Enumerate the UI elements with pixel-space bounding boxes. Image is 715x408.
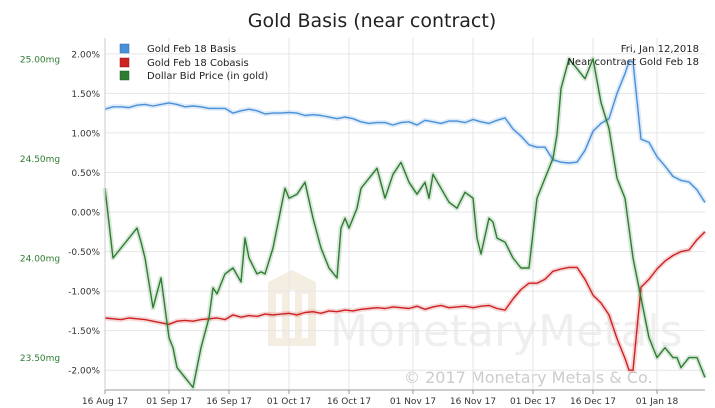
y-tick-label-left: 0.50% bbox=[71, 169, 100, 179]
y-tick-label-right: 24.00mg bbox=[20, 255, 60, 265]
x-tick-label: 16 Aug 17 bbox=[82, 397, 128, 407]
plot-area bbox=[102, 56, 708, 390]
y-tick-label-right: 23.50mg bbox=[20, 354, 60, 364]
x-tick-label: 01 Oct 17 bbox=[267, 397, 311, 407]
y-tick-label-left: 0.00% bbox=[71, 209, 100, 219]
series-glow-basis bbox=[104, 59, 708, 204]
x-tick-label: 16 Sep 17 bbox=[206, 397, 252, 407]
y-tick-label-right: 25.00mg bbox=[20, 55, 60, 65]
y-tick-label-left: 1.50% bbox=[71, 90, 100, 100]
legend-swatch-basis bbox=[119, 43, 130, 54]
y-tick-label-left: -1.00% bbox=[68, 288, 100, 298]
annotation-date: Fri, Jan 12,2018 bbox=[621, 44, 699, 55]
watermark-brand: MonetaryMetals bbox=[330, 306, 683, 357]
y-tick-label-left: -2.00% bbox=[68, 367, 100, 377]
legend-item-basis[interactable]: Gold Feb 18 Basis bbox=[119, 43, 236, 55]
legend-label-cobasis: Gold Feb 18 Cobasis bbox=[147, 58, 249, 69]
y-tick-label-left: 1.00% bbox=[71, 129, 100, 139]
y-tick-label-left: -0.50% bbox=[68, 248, 100, 258]
legend-item-dollar[interactable]: Dollar Bid Price (in gold) bbox=[119, 70, 268, 82]
y-tick-label-left: 2.00% bbox=[71, 50, 100, 60]
grid bbox=[104, 38, 705, 390]
annotation-contract: Near contract Gold Feb 18 bbox=[567, 57, 699, 68]
series-line-basis[interactable] bbox=[104, 61, 706, 203]
legend-label-basis: Gold Feb 18 Basis bbox=[147, 44, 236, 55]
legend-item-cobasis[interactable]: Gold Feb 18 Cobasis bbox=[119, 57, 249, 69]
x-tick-label: 16 Oct 17 bbox=[327, 397, 371, 407]
legend-swatch-cobasis bbox=[119, 57, 130, 68]
x-tick-label: 01 Dec 17 bbox=[510, 397, 556, 407]
x-tick-label: 16 Nov 17 bbox=[450, 397, 496, 407]
x-tick-label: 01 Nov 17 bbox=[390, 397, 436, 407]
series-line-cobasis[interactable] bbox=[104, 231, 706, 371]
legend-swatch-dollar bbox=[119, 70, 130, 81]
x-tick-label: 16 Dec 17 bbox=[570, 397, 616, 407]
watermark-copyright: © 2017 Monetary Metals & Co. bbox=[404, 368, 653, 387]
x-tick-label: 01 Sep 17 bbox=[146, 397, 192, 407]
legend: Gold Feb 18 Basis Gold Feb 18 Cobasis Do… bbox=[119, 43, 268, 82]
x-tick-label: 01 Jan 18 bbox=[636, 397, 679, 407]
axes: 2.00% 1.50% 1.00% 0.50% 0.00% -0.50% -1.00% -1.… bbox=[20, 38, 705, 407]
y-tick-label-right: 24.50mg bbox=[20, 155, 60, 165]
watermark: MonetaryMetals bbox=[268, 270, 683, 357]
series-line-dollar[interactable] bbox=[104, 58, 706, 389]
watermark-logo-icon bbox=[268, 270, 316, 346]
legend-label-dollar: Dollar Bid Price (in gold) bbox=[147, 71, 268, 82]
chart-title: Gold Basis (near contract) bbox=[248, 10, 496, 32]
y-tick-label-left: -1.50% bbox=[68, 327, 100, 337]
